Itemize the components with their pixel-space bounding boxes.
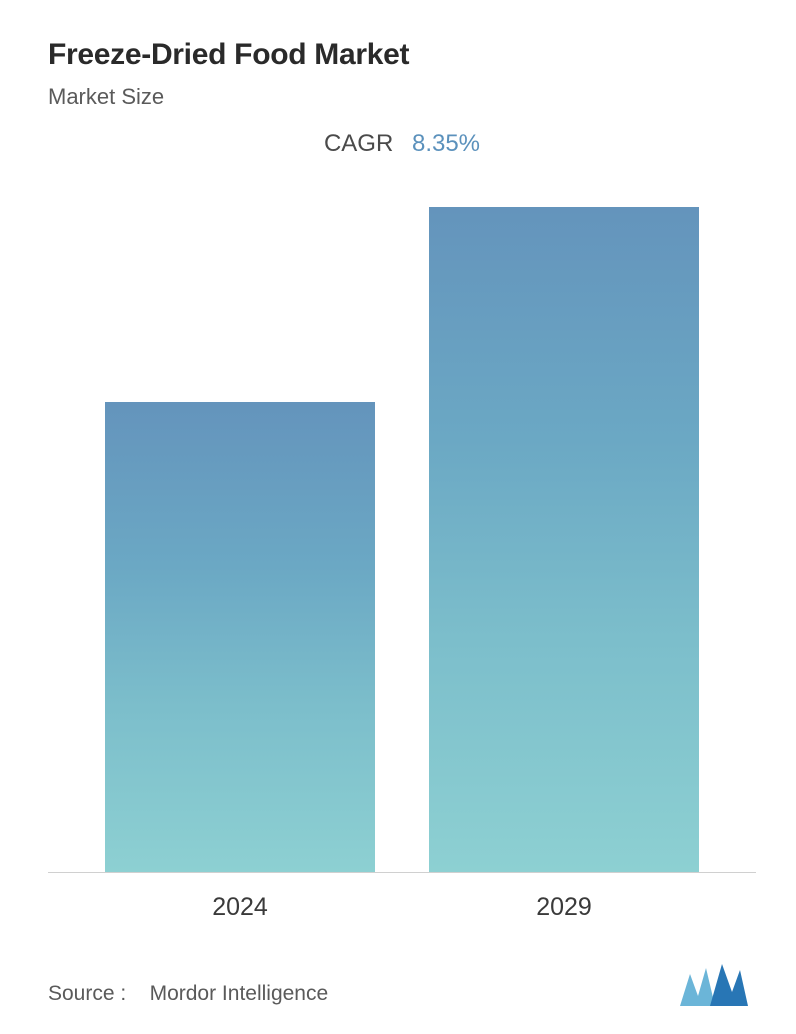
chart-footer: Source : Mordor Intelligence <box>48 964 756 1006</box>
source-value: Mordor Intelligence <box>150 982 329 1005</box>
cagr-value: 8.35% <box>412 130 480 157</box>
x-label-2024: 2024 <box>105 893 375 922</box>
source-label: Source : <box>48 982 126 1005</box>
cagr-label: CAGR <box>324 130 393 157</box>
chart-subtitle: Market Size <box>48 84 756 110</box>
x-axis-labels: 2024 2029 <box>48 873 756 922</box>
chart-area: 2024 2029 <box>48 196 756 922</box>
bar-2029 <box>429 207 699 872</box>
cagr-indicator: CAGR 8.35% <box>48 130 756 158</box>
source-attribution: Source : Mordor Intelligence <box>48 982 328 1006</box>
chart-title: Freeze-Dried Food Market <box>48 38 756 72</box>
x-label-2029: 2029 <box>429 893 699 922</box>
bar-2024 <box>105 402 375 872</box>
bars-container <box>48 196 756 873</box>
chart-container: Freeze-Dried Food Market Market Size CAG… <box>0 0 796 1034</box>
bar-group-2029 <box>429 207 699 872</box>
mn-logo-icon <box>680 964 748 1006</box>
bar-group-2024 <box>105 402 375 872</box>
